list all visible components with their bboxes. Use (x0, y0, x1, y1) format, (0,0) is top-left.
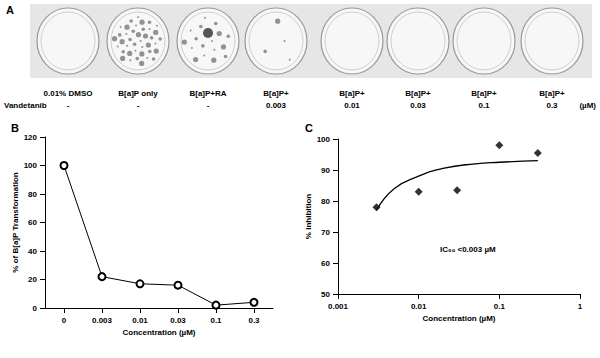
svg-text:-: - (67, 101, 70, 110)
svg-text:40: 40 (28, 247, 37, 256)
svg-text:B: B (11, 122, 19, 134)
svg-text:IC₅₀ <0.003 µM: IC₅₀ <0.003 µM (440, 245, 496, 254)
svg-text:(µM): (µM) (579, 101, 596, 110)
svg-text:0.01% DMSO: 0.01% DMSO (44, 89, 93, 98)
svg-text:0: 0 (33, 304, 38, 313)
svg-text:120: 120 (24, 133, 38, 142)
svg-text:0.01: 0.01 (411, 302, 427, 311)
svg-text:Concentration (µM): Concentration (µM) (422, 314, 495, 323)
svg-text:B[a]P+: B[a]P+ (471, 89, 497, 98)
svg-text:0.001: 0.001 (328, 302, 349, 311)
svg-text:0.01: 0.01 (344, 101, 360, 110)
svg-text:Concentration (µM): Concentration (µM) (122, 328, 195, 337)
svg-text:20: 20 (28, 275, 37, 284)
svg-text:B[a]P+: B[a]P+ (539, 89, 565, 98)
svg-text:B[a]P+: B[a]P+ (263, 89, 289, 98)
svg-text:0.003: 0.003 (92, 316, 113, 325)
svg-text:0: 0 (62, 316, 67, 325)
svg-text:0.003: 0.003 (266, 101, 287, 110)
svg-text:60: 60 (321, 259, 330, 268)
svg-text:0.3: 0.3 (248, 316, 260, 325)
svg-text:50: 50 (321, 290, 330, 299)
svg-text:% of B[a]P Transformation: % of B[a]P Transformation (11, 172, 20, 272)
svg-text:Vandetanib: Vandetanib (4, 101, 47, 110)
svg-text:80: 80 (321, 197, 330, 206)
svg-text:0.03: 0.03 (170, 316, 186, 325)
svg-text:-: - (207, 101, 210, 110)
svg-text:70: 70 (321, 228, 330, 237)
svg-text:60: 60 (28, 218, 37, 227)
svg-text:100: 100 (317, 135, 331, 144)
svg-text:B[a]P only: B[a]P only (118, 89, 158, 98)
svg-text:0.1: 0.1 (210, 316, 222, 325)
svg-text:B[a]P+: B[a]P+ (339, 89, 365, 98)
svg-text:B[a]P+: B[a]P+ (405, 89, 431, 98)
svg-text:A: A (6, 4, 14, 16)
svg-text:80: 80 (28, 190, 37, 199)
svg-text:100: 100 (24, 161, 38, 170)
svg-text:0.03: 0.03 (410, 101, 426, 110)
svg-text:0.1: 0.1 (478, 101, 490, 110)
svg-text:C: C (305, 122, 313, 134)
svg-text:% Inhibition: % Inhibition (304, 194, 313, 239)
svg-text:0.1: 0.1 (494, 302, 506, 311)
svg-text:1: 1 (578, 302, 583, 311)
svg-text:B[a]P+RA: B[a]P+RA (189, 89, 226, 98)
svg-text:0.01: 0.01 (132, 316, 148, 325)
svg-text:90: 90 (321, 166, 330, 175)
svg-text:-: - (137, 101, 140, 110)
svg-text:0.3: 0.3 (546, 101, 558, 110)
